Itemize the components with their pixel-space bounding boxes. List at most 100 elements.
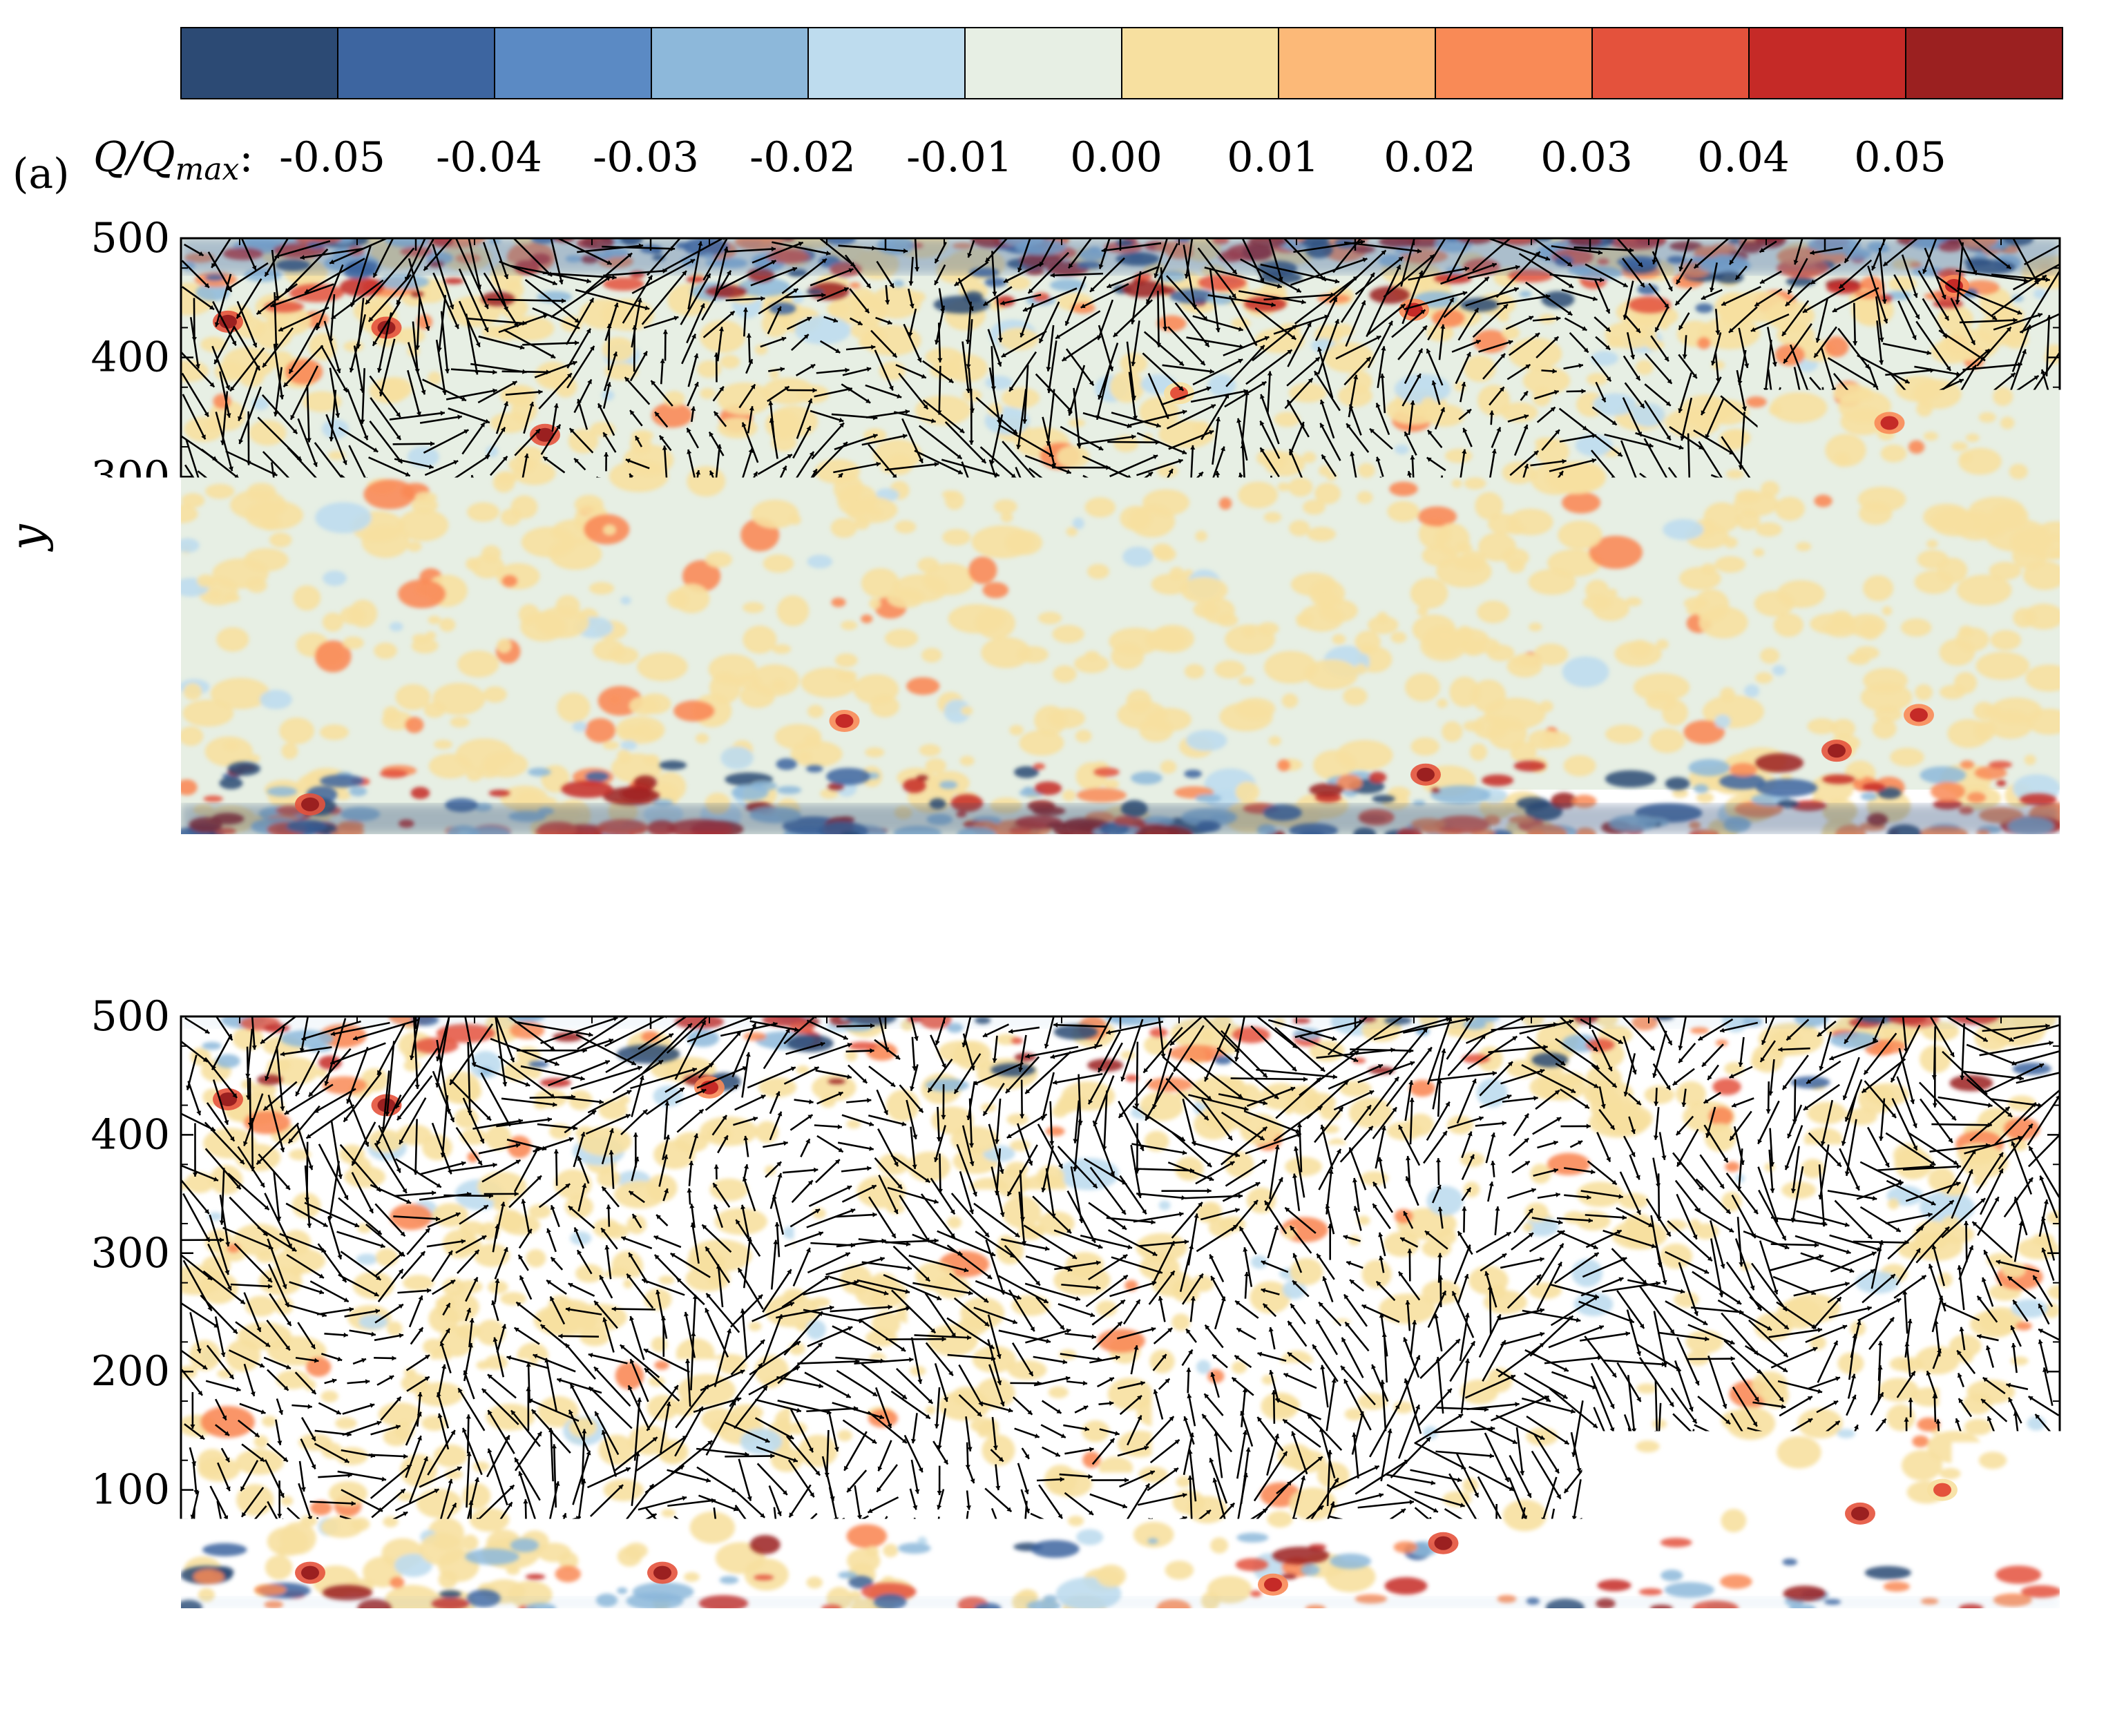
- velocity-arrowhead: [1369, 223, 1374, 228]
- velocity-vector: [722, 534, 723, 591]
- field-wall-blob: [1996, 780, 2006, 786]
- field-blob: [1608, 589, 1618, 597]
- field-blob: [1958, 447, 2002, 474]
- velocity-arrowhead: [1726, 842, 1730, 847]
- velocity-arrowhead: [2065, 736, 2070, 741]
- velocity-arrowhead: [1515, 229, 1520, 234]
- velocity-arrowhead: [2081, 780, 2086, 784]
- colorbar-tick-label: -0.03: [593, 133, 699, 182]
- x-tick-label: 1000: [1303, 846, 1408, 894]
- colorbar-swatch: [1435, 28, 1592, 99]
- field-blob: [1185, 664, 1205, 679]
- colorbar-swatch: [1279, 28, 1435, 99]
- colorbar: [181, 28, 2063, 99]
- field-blob: [1947, 719, 1990, 748]
- field-blob: [349, 599, 377, 627]
- field-blob: [1214, 660, 1245, 678]
- velocity-vector: [1854, 303, 1855, 346]
- colorbar-tick-label: 0.02: [1384, 133, 1476, 182]
- field-blob: [1464, 477, 1486, 489]
- field-blob: [906, 677, 939, 695]
- field-blob: [667, 590, 688, 609]
- field-wall-blob: [1520, 291, 1532, 297]
- velocity-arrowhead: [1417, 213, 1422, 218]
- velocity-vector: [370, 654, 410, 655]
- velocity-vector: [400, 510, 428, 511]
- field-blob: [1305, 659, 1358, 690]
- velocity-arrowhead: [720, 835, 725, 839]
- field-wall-blob: [1755, 753, 1803, 773]
- velocity-vector: [1938, 640, 1939, 675]
- field-blob: [179, 726, 203, 746]
- velocity-vector: [363, 705, 410, 706]
- velocity-arrowhead: [172, 784, 177, 788]
- colorbar-tick-label: -0.04: [436, 133, 542, 182]
- field-blob: [1348, 371, 1372, 393]
- field-blob: [1302, 452, 1316, 463]
- field-blob: [1019, 730, 1064, 755]
- field-blob: [720, 355, 740, 369]
- colorbar-swatch: [1749, 28, 1906, 99]
- field-blob: [718, 418, 758, 438]
- field-blob: [213, 394, 231, 409]
- field-blob: [705, 552, 732, 568]
- y-tick-label: 0: [144, 810, 170, 858]
- field-blob: [343, 637, 364, 650]
- field-blob: [1830, 610, 1852, 626]
- field-blob: [1180, 577, 1227, 604]
- field-blob: [573, 721, 587, 731]
- field-blob: [181, 493, 204, 508]
- field-wall-blob: [777, 786, 802, 794]
- y-tick-label: 500: [90, 214, 170, 262]
- velocity-arrowhead: [992, 847, 997, 851]
- field-blob: [921, 648, 942, 662]
- velocity-vector: [634, 325, 635, 372]
- field-wall-blob: [1629, 296, 1672, 313]
- colorbar-tick-label: -0.05: [279, 133, 385, 182]
- velocity-arrowhead: [1783, 838, 1788, 842]
- field-wall-blob: [443, 278, 464, 284]
- field-blob: [700, 320, 745, 353]
- field-blob: [1288, 478, 1312, 497]
- field-blob: [1991, 630, 2022, 650]
- field-blob: [1835, 453, 1850, 467]
- velocity-arrowhead: [1812, 840, 1816, 845]
- field-blob: [827, 302, 850, 316]
- field-blob: [1066, 527, 1078, 536]
- field-blob: [938, 360, 964, 379]
- x-tick-label: 200: [376, 846, 456, 894]
- panel-a-xlabel: x: [1107, 891, 1133, 945]
- field-blob: [1924, 432, 1938, 441]
- y-tick-label: 200: [90, 572, 170, 620]
- field-blob: [1195, 530, 1207, 541]
- panel-b-field: [168, 1003, 2078, 1623]
- field-blob: [1509, 338, 1562, 370]
- field-blob: [1074, 655, 1109, 673]
- field-blob: [166, 360, 209, 382]
- velocity-arrowhead: [321, 844, 326, 849]
- colorbar-swatch: [181, 28, 338, 99]
- velocity-arrowhead: [242, 849, 247, 853]
- x-tick-label: 600: [846, 846, 926, 894]
- field-blob: [216, 627, 249, 651]
- colorbar-swatch: [651, 28, 808, 99]
- field-blob: [323, 613, 343, 632]
- field-blob: [1110, 371, 1145, 403]
- field-wall-blob: [1605, 771, 1656, 788]
- field-blob: [1753, 548, 1764, 557]
- field-blob: [985, 376, 1013, 389]
- colorbar-tick-label: 0.04: [1697, 133, 1790, 182]
- field-blob: [1636, 360, 1654, 375]
- field-blob: [709, 673, 740, 704]
- panel-a-ylabel: y: [1, 524, 54, 552]
- y-tick-label: 100: [90, 691, 170, 739]
- colorbar-swatch: [338, 28, 495, 99]
- field-blob: [602, 337, 635, 362]
- field-blob: [1157, 316, 1187, 331]
- velocity-arrowhead: [1044, 845, 1049, 850]
- x-tick-label: 400: [611, 846, 691, 894]
- field-blob: [1038, 612, 1062, 624]
- velocity-arrowhead: [798, 838, 803, 842]
- colorbar-swatch: [808, 28, 965, 99]
- velocity-vector: [1832, 753, 1870, 754]
